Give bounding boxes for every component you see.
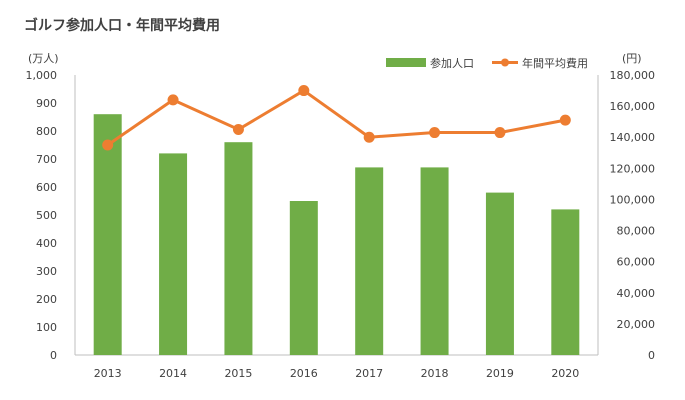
bar [355,167,384,355]
bar [485,192,514,355]
bar [224,142,253,355]
line-point [298,85,310,97]
bar [551,209,580,355]
left-tick-label: 700 [36,153,57,166]
x-tick-label: 2016 [290,367,318,380]
right-tick-label: 100,000 [610,193,656,206]
x-tick-label: 2020 [551,367,579,380]
left-tick-label: 500 [36,209,57,222]
plot-area: 0 100 200 300 400 500 600 700 800 900 1,000 0 20,000… [26,69,656,380]
bar [289,201,318,355]
right-tick-label: 180,000 [610,69,656,82]
legend-bar-swatch [386,58,426,67]
right-tick-label: 0 [648,349,655,362]
cost-line [106,89,566,147]
left-tick-label: 1,000 [26,69,58,82]
legend-bar-label: 参加人口 [430,56,474,70]
left-tick-label: 400 [36,237,57,250]
bar [420,167,449,355]
x-tick-label: 2015 [224,367,252,380]
right-tick-label: 140,000 [610,131,656,144]
right-tick-label: 40,000 [617,287,656,300]
x-tick-label: 2018 [421,367,449,380]
left-tick-label: 300 [36,265,57,278]
left-tick-label: 0 [50,349,57,362]
x-tick-label: 2014 [159,367,187,380]
x-tick-label: 2019 [486,367,514,380]
left-axis-unit: (万人) [28,52,59,65]
line-point [363,131,375,143]
legend-line-marker [501,58,509,67]
right-tick-label: 160,000 [610,100,656,113]
legend-line-label: 年間平均費用 [522,56,588,70]
left-tick-label: 100 [36,321,57,334]
line-point [102,139,114,151]
bar [93,114,122,355]
left-tick-label: 600 [36,181,57,194]
left-tick-label: 200 [36,293,57,306]
line-point [167,94,179,106]
bar [159,153,188,355]
chart-title: ゴルフ参加人口・年間平均費用 [24,18,220,34]
x-tick-label: 2017 [355,367,383,380]
line-point [559,114,571,126]
legend: 参加人口 年間平均費用 [386,56,588,70]
line-point [429,127,441,139]
right-tick-label: 20,000 [617,318,656,331]
left-tick-label: 800 [36,125,57,138]
line-point [494,127,506,139]
right-tick-label: 60,000 [617,256,656,269]
right-tick-label: 80,000 [617,225,656,238]
right-tick-label: 120,000 [610,162,656,175]
left-tick-label: 900 [36,97,57,110]
x-tick-label: 2013 [94,367,122,380]
right-axis-unit: (円) [622,52,642,65]
line-point [232,123,244,135]
